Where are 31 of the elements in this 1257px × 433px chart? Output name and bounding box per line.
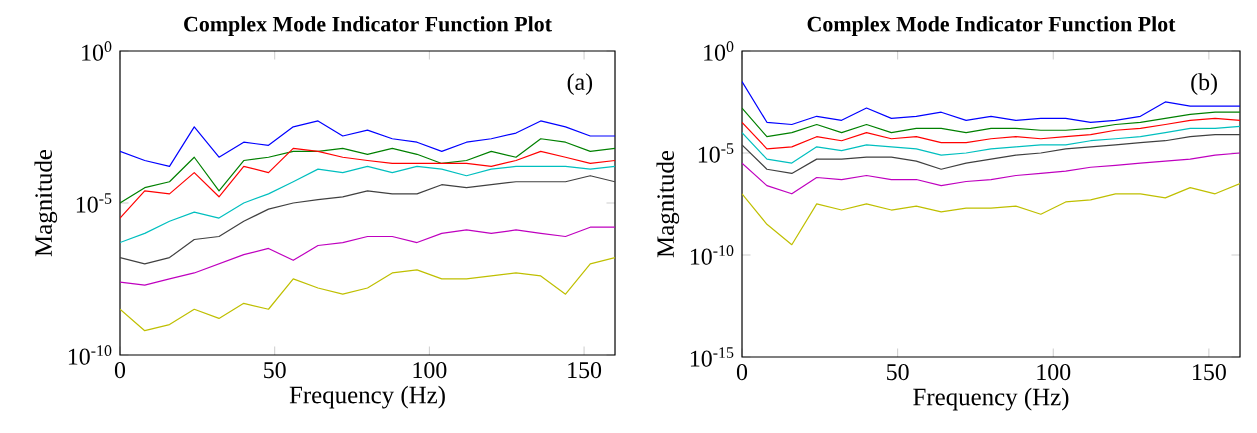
- line-series: [120, 120, 616, 167]
- x-tick-label: 100: [413, 362, 447, 379]
- x-tick-label: 50: [264, 362, 286, 379]
- line-series: [742, 125, 1241, 164]
- x-tick-label: 150: [568, 362, 602, 379]
- y-axis-title: Magnitude: [34, 149, 58, 257]
- y-tick-label: 10$^{-10}$: [68, 345, 112, 365]
- y-tick-label: 10$^{-5}$: [76, 193, 112, 213]
- y-tick-label: 10$^{-10}$: [690, 245, 734, 265]
- x-tick-label: 100: [1037, 364, 1071, 381]
- x-tick-label: 50: [887, 364, 909, 381]
- y-tick-label: 10$^{-15}$: [690, 347, 734, 367]
- y-tick-label: 10$^{0}$: [704, 41, 734, 61]
- chart-title: Complex Mode Indicator Function Plot: [807, 16, 1176, 36]
- line-series: [120, 138, 616, 204]
- y-tick-label: 10$^{-5}$: [698, 143, 734, 163]
- annotation: (a): [567, 73, 593, 95]
- x-axis-title: Frequency (Hz): [289, 385, 445, 409]
- x-tick-label: 0: [114, 362, 126, 379]
- x-tick-label: 150: [1193, 364, 1226, 381]
- line-series: [120, 257, 616, 332]
- line-series: [742, 117, 1241, 150]
- line-series: [742, 182, 1241, 246]
- line-series: [742, 107, 1241, 138]
- y-tick-label: 10$^{0}$: [82, 41, 112, 61]
- line-series: [742, 152, 1241, 195]
- annotation: (b): [1191, 73, 1217, 96]
- y-axis-title: Magnitude: [656, 150, 680, 258]
- x-axis-title: Frequency (Hz): [913, 387, 1069, 411]
- chart-title: Complex Mode Indicator Function Plot: [184, 16, 552, 36]
- x-tick-label: 0: [736, 364, 748, 381]
